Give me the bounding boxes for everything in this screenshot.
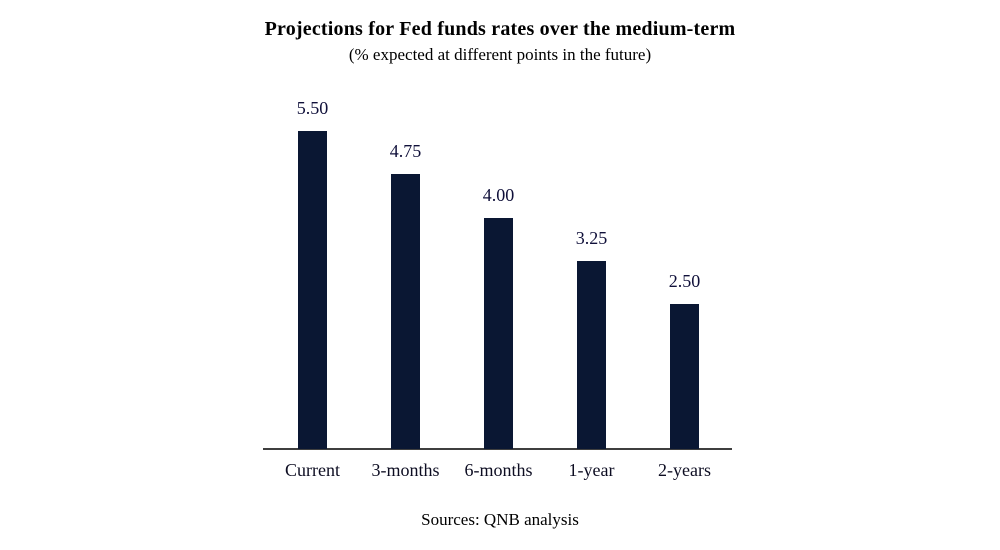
bar-1-year — [577, 261, 606, 449]
x-axis-label: 6-months — [464, 460, 533, 480]
x-axis-label: 2-years — [658, 460, 711, 480]
x-axis-label: 1-year — [568, 460, 615, 480]
bar-value-label: 5.50 — [296, 98, 329, 118]
bar-3-months — [391, 174, 420, 449]
chart-subtitle: (% expected at different points in the f… — [348, 45, 652, 64]
chart-title: Projections for Fed funds rates over the… — [264, 18, 736, 40]
x-axis-label: Current — [285, 460, 340, 480]
bar-current — [298, 131, 327, 449]
bar-value-label: 2.50 — [668, 271, 701, 291]
x-axis-label: 3-months — [371, 460, 440, 480]
bar-2-years — [670, 304, 699, 449]
bar-value-label: 4.00 — [482, 185, 515, 205]
bar-value-label: 3.25 — [575, 228, 608, 248]
x-axis-line — [263, 448, 732, 450]
bar-value-label: 4.75 — [389, 141, 422, 161]
bar-6-months — [484, 218, 513, 449]
source-note: Sources: QNB analysis — [421, 510, 579, 529]
